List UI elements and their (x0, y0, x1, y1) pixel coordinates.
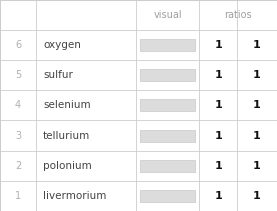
Text: 2: 2 (15, 161, 21, 171)
Text: tellurium: tellurium (43, 131, 90, 141)
Text: visual: visual (153, 10, 182, 20)
Text: 1: 1 (253, 100, 261, 110)
Text: 1: 1 (253, 40, 261, 50)
Text: 1: 1 (253, 131, 261, 141)
Text: 1: 1 (253, 191, 261, 201)
Text: ratios: ratios (224, 10, 252, 20)
Text: 6: 6 (15, 40, 21, 50)
Text: 1: 1 (214, 131, 222, 141)
Bar (140, 99, 195, 111)
Text: 1: 1 (253, 161, 261, 171)
Text: livermorium: livermorium (43, 191, 106, 201)
Text: 5: 5 (15, 70, 21, 80)
Text: polonium: polonium (43, 161, 92, 171)
Text: 4: 4 (15, 100, 21, 110)
Bar (140, 160, 195, 172)
Text: 1: 1 (214, 100, 222, 110)
Text: 1: 1 (253, 70, 261, 80)
Text: 1: 1 (214, 191, 222, 201)
Text: 1: 1 (214, 161, 222, 171)
Bar (140, 69, 195, 81)
Bar (140, 130, 195, 142)
Text: 1: 1 (15, 191, 21, 201)
Bar (140, 190, 195, 202)
Bar (140, 39, 195, 51)
Text: 1: 1 (214, 70, 222, 80)
Text: 3: 3 (15, 131, 21, 141)
Text: 1: 1 (214, 40, 222, 50)
Text: selenium: selenium (43, 100, 91, 110)
Text: sulfur: sulfur (43, 70, 73, 80)
Text: oxygen: oxygen (43, 40, 81, 50)
